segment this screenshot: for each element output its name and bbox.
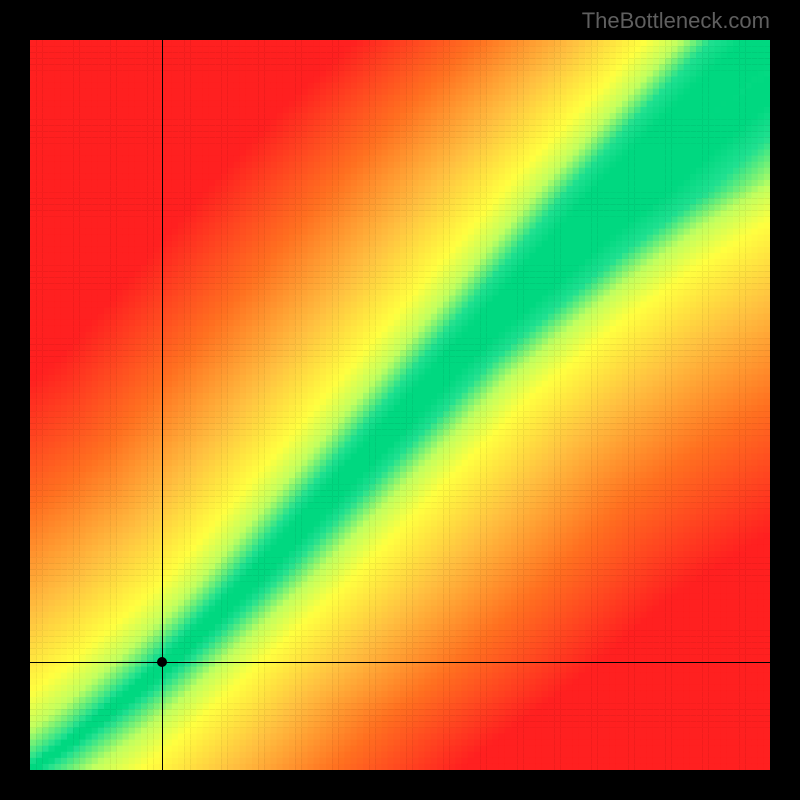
heatmap-canvas (30, 40, 770, 770)
plot-area (30, 40, 770, 770)
attribution-text: TheBottleneck.com (582, 8, 770, 34)
crosshair-horizontal (30, 662, 770, 663)
chart-container: TheBottleneck.com (0, 0, 800, 800)
crosshair-marker (157, 657, 167, 667)
